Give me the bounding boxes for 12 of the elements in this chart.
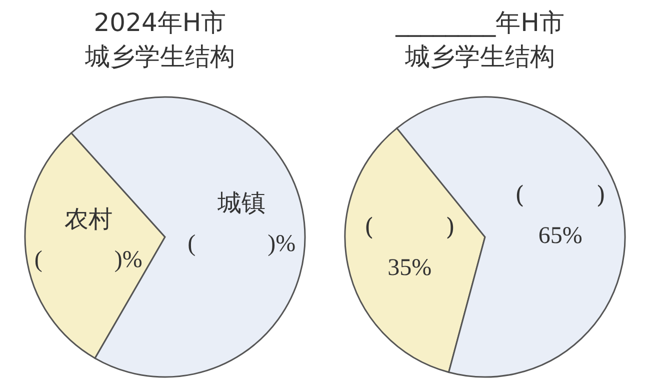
slice-label: 农村: [64, 205, 112, 234]
data-label: ( )%: [188, 230, 296, 257]
chart-subtitle: 城乡学生结构: [404, 41, 556, 73]
chart-title: ________年H市: [394, 7, 566, 39]
data-label: ( )%: [34, 247, 142, 274]
slice-label: 城镇: [216, 188, 266, 217]
chart-title: 2024年H市: [92, 7, 228, 39]
data-label: 65%: [538, 222, 582, 249]
data-label: 35%: [388, 255, 432, 282]
slice-label: ( ): [364, 213, 456, 242]
slice-label: ( ): [514, 180, 606, 209]
chart-subtitle: 城乡学生结构: [84, 41, 236, 73]
